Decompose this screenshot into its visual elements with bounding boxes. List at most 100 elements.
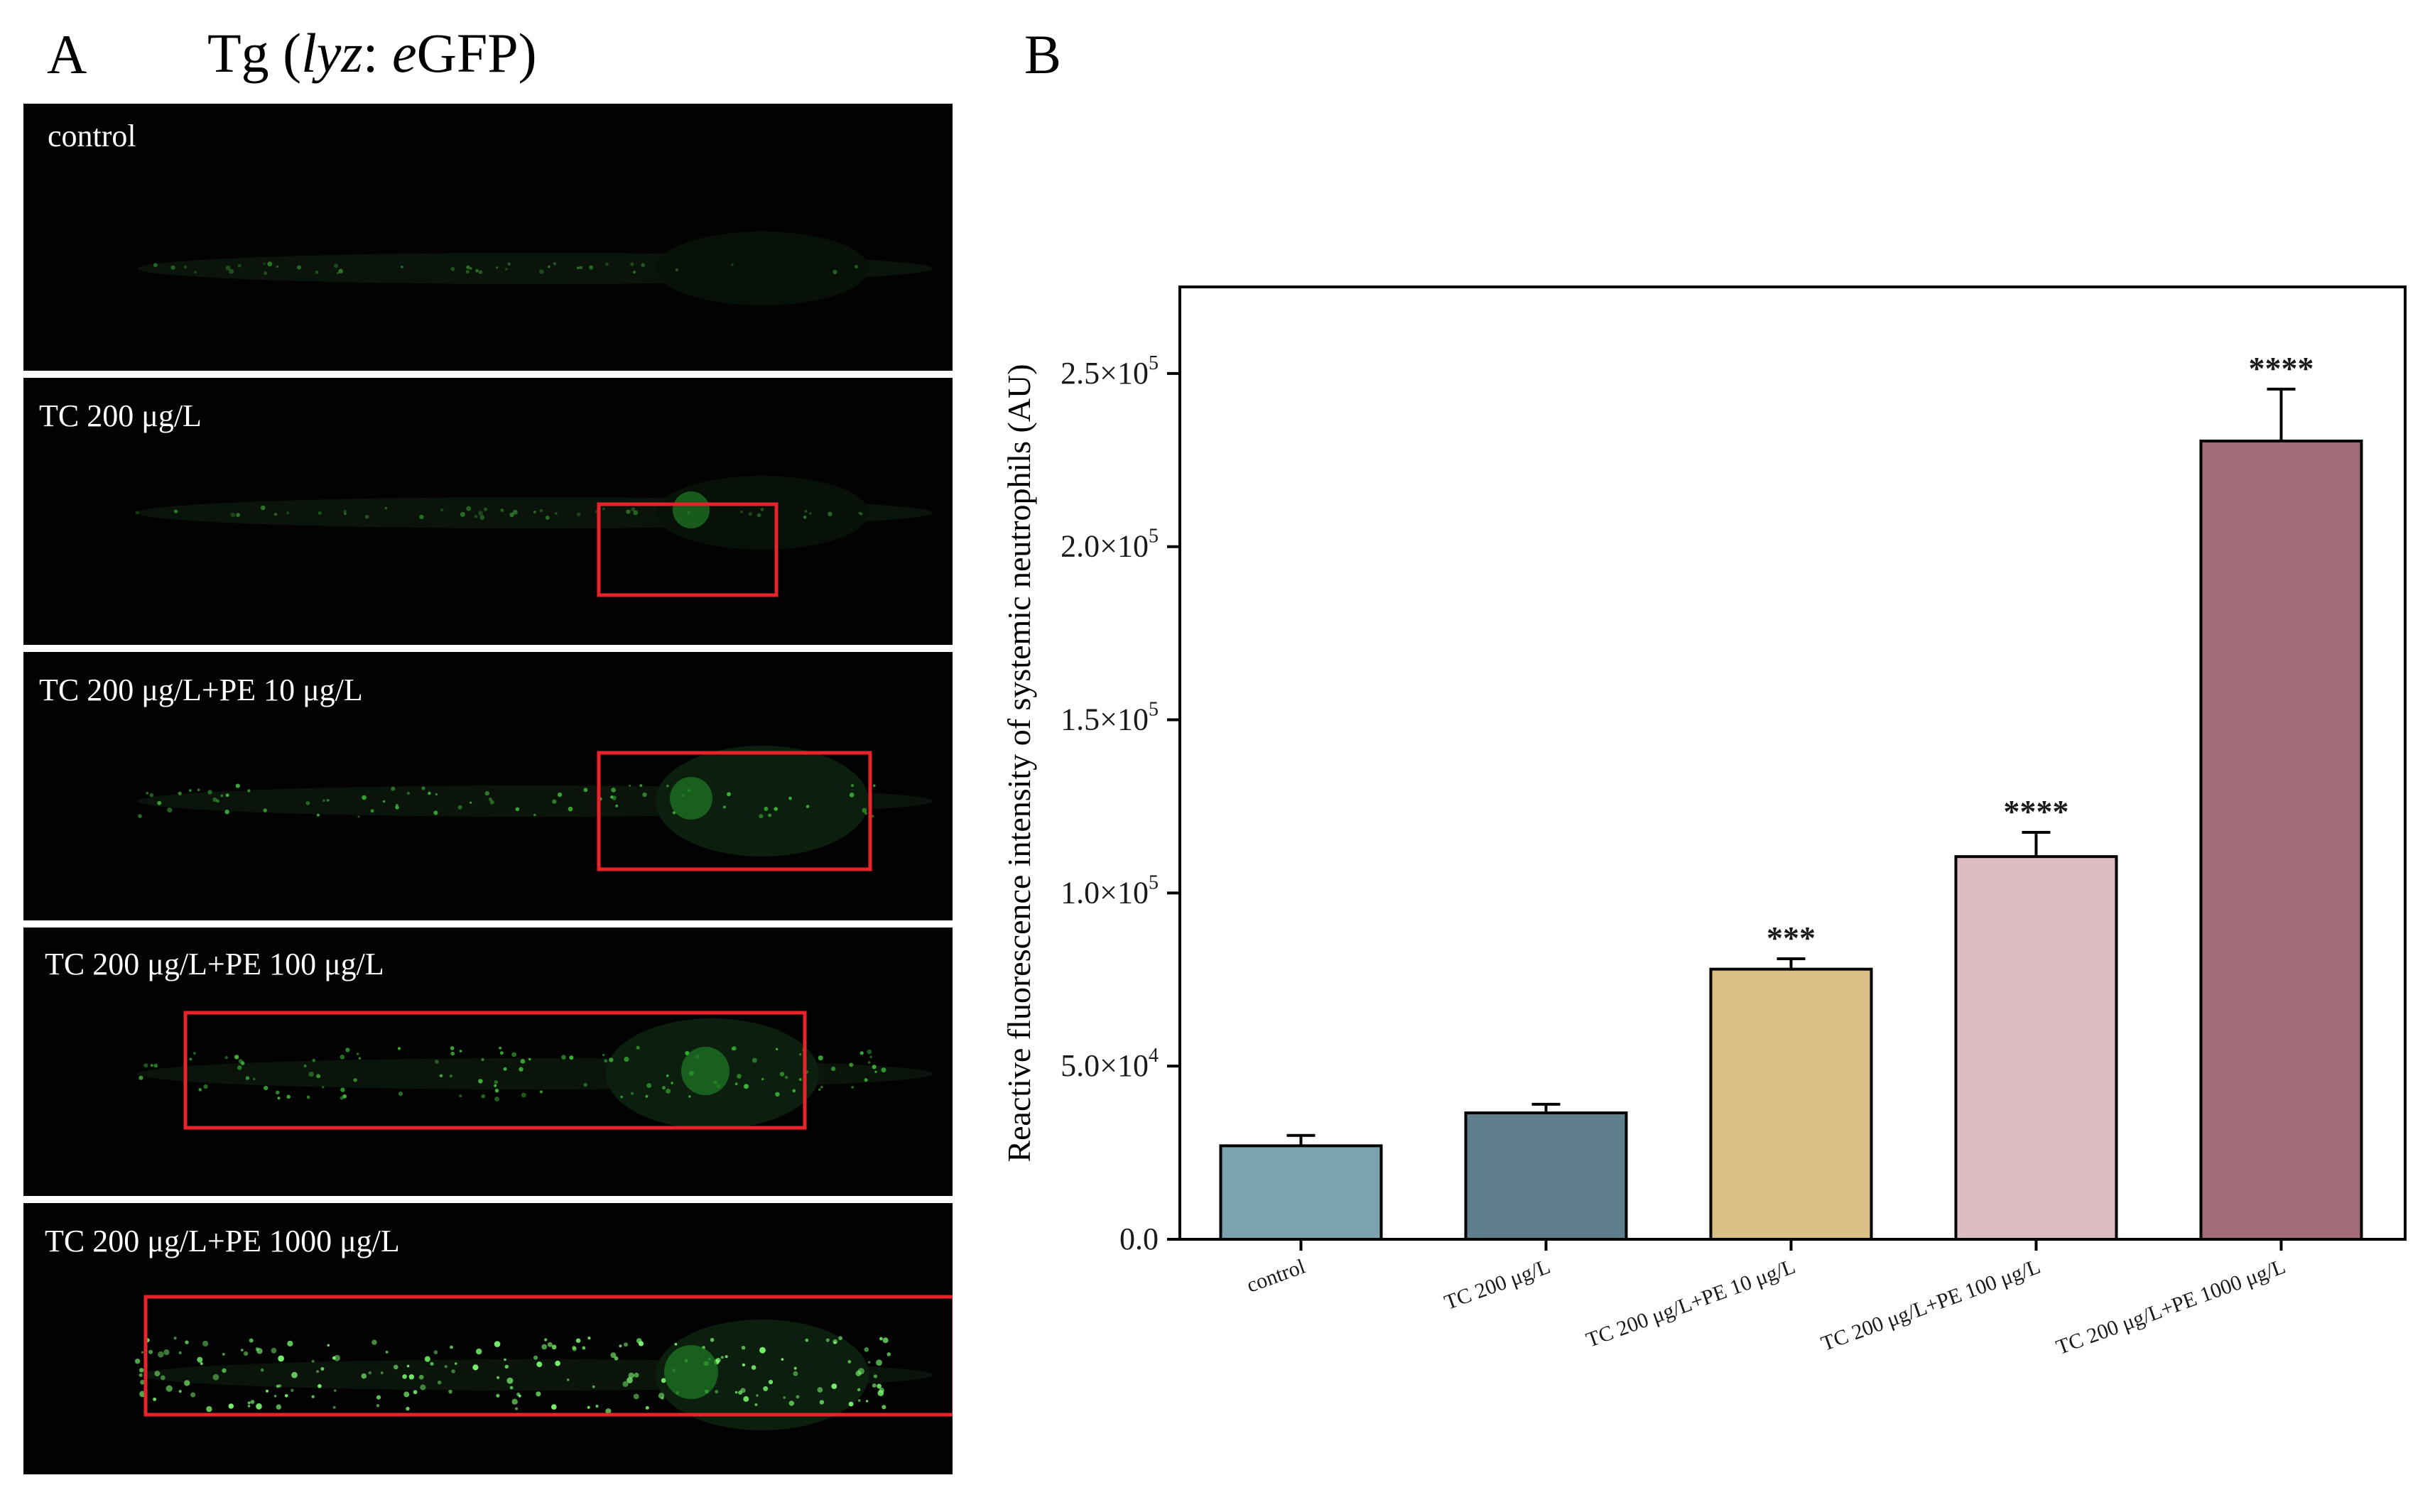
larva-head xyxy=(656,476,869,550)
neutrophil-dot xyxy=(266,1389,269,1393)
neutrophil-dot xyxy=(470,801,472,804)
neutrophil-dot xyxy=(552,799,557,804)
neutrophil-dot xyxy=(851,1086,854,1089)
neutrophil-dot xyxy=(256,1403,262,1410)
neutrophil-dot xyxy=(284,1394,288,1398)
neutrophil-dot xyxy=(751,1365,756,1370)
neutrophil-dot xyxy=(873,784,876,787)
neutrophil-dot xyxy=(504,1364,509,1369)
neutrophil-dot xyxy=(568,806,573,812)
panel-b-label: B xyxy=(1024,23,1062,85)
larva-image xyxy=(134,1295,953,1430)
neutrophil-dot xyxy=(536,1391,541,1397)
neutrophil-dot xyxy=(515,807,520,812)
y-tick-label: 5.0×104 xyxy=(1061,1045,1159,1083)
neutrophil-dot xyxy=(398,1092,403,1097)
neutrophil-dot xyxy=(626,509,631,514)
neutrophil-dot xyxy=(228,1403,234,1409)
micrograph-1: control xyxy=(23,104,953,371)
neutrophil-dot xyxy=(345,1048,350,1053)
neutrophil-dot xyxy=(397,1047,401,1050)
neutrophil-dot xyxy=(448,1389,452,1394)
neutrophil-dot xyxy=(494,1089,499,1093)
neutrophil-dot xyxy=(489,800,494,805)
neutrophil-dot xyxy=(828,511,832,516)
neutrophil-dot xyxy=(732,1046,737,1051)
neutrophil-dot xyxy=(879,1387,884,1393)
neutrophil-dot xyxy=(555,1360,560,1366)
bar xyxy=(1464,1111,1628,1241)
neutrophil-dot xyxy=(857,1399,861,1402)
neutrophil-dot xyxy=(479,515,485,520)
neutrophil-dot xyxy=(267,261,273,267)
neutrophil-dot xyxy=(494,1097,499,1102)
neutrophil-dot xyxy=(475,269,479,273)
neutrophil-dot xyxy=(589,265,594,270)
neutrophil-dot xyxy=(247,1405,251,1408)
neutrophil-dot xyxy=(756,1394,759,1397)
neutrophil-dot xyxy=(882,1337,889,1344)
neutrophil-dot xyxy=(337,271,340,274)
neutrophil-dot xyxy=(413,1390,418,1395)
neutrophil-dot xyxy=(234,1055,239,1060)
neutrophil-dot xyxy=(760,508,764,511)
title-italic-lyz: lyz xyxy=(301,22,363,84)
neutrophil-dot xyxy=(260,505,266,511)
neutrophil-dot xyxy=(189,789,192,792)
neutrophil-dot xyxy=(225,793,229,798)
neutrophil-dot xyxy=(247,789,251,793)
neutrophil-dot xyxy=(287,1340,293,1347)
neutrophil-dot xyxy=(627,1377,633,1383)
neutrophil-dot xyxy=(235,783,240,788)
neutrophil-dot xyxy=(316,1370,319,1373)
neutrophil-dot xyxy=(494,1080,498,1084)
y-tick-label: 1.0×105 xyxy=(1061,871,1159,910)
neutrophil-dot xyxy=(630,262,634,266)
highlight-box xyxy=(183,1011,807,1130)
neutrophil-dot xyxy=(430,1361,434,1366)
neutrophil-dot xyxy=(247,1401,251,1405)
neutrophil-dot xyxy=(632,271,636,274)
neutrophil-dot xyxy=(764,806,769,811)
x-tick-label: TC 200 μg/L+PE 100 μg/L xyxy=(1818,1255,2043,1356)
neutrophil-dot xyxy=(153,1063,158,1068)
neutrophil-dot xyxy=(873,1374,878,1378)
neutrophil-dot xyxy=(286,511,290,515)
neutrophil-dot xyxy=(457,805,462,810)
significance-label: **** xyxy=(2004,793,2069,830)
neutrophil-dot xyxy=(380,1371,384,1375)
neutrophil-dot xyxy=(738,1390,743,1395)
neutrophil-dot xyxy=(759,814,764,819)
y-tick-label: 2.5×105 xyxy=(1061,352,1159,391)
micrograph-label: TC 200 μg/L+PE 1000 μg/L xyxy=(45,1224,400,1258)
neutrophil-dot xyxy=(561,1055,566,1060)
neutrophil-dot xyxy=(494,1084,497,1087)
neutrophil-dot xyxy=(139,1373,143,1377)
larva-image xyxy=(135,476,933,597)
neutrophil-dot xyxy=(539,269,544,274)
neutrophil-dot xyxy=(629,784,631,787)
neutrophil-dot xyxy=(577,512,581,516)
neutrophil-dot xyxy=(470,267,472,270)
neutrophil-dot xyxy=(437,1380,442,1385)
neutrophil-dot xyxy=(303,1064,307,1067)
neutrophil-dot xyxy=(244,1351,249,1356)
neutrophil-dot xyxy=(715,1390,719,1394)
neutrophil-dot xyxy=(876,1359,882,1366)
neutrophil-dot xyxy=(224,810,229,815)
neutrophil-dot xyxy=(439,1074,443,1078)
neutrophil-dot xyxy=(157,800,162,805)
neutrophil-dot xyxy=(139,1368,144,1373)
neutrophil-dot xyxy=(798,1078,802,1081)
neutrophil-dot xyxy=(450,1046,455,1050)
neutrophil-dot xyxy=(418,1374,424,1380)
neutrophil-dot xyxy=(236,513,240,517)
neutrophil-dot xyxy=(306,1095,310,1099)
neutrophil-dot xyxy=(320,1367,325,1371)
neutrophil-dot xyxy=(202,1340,209,1347)
neutrophil-dot xyxy=(547,1342,553,1347)
neutrophil-dot xyxy=(146,792,148,795)
neutrophil-dot xyxy=(645,1405,649,1410)
fluorescence-cluster xyxy=(664,1345,718,1399)
micrograph-2: TC 200 μg/L xyxy=(23,378,953,645)
